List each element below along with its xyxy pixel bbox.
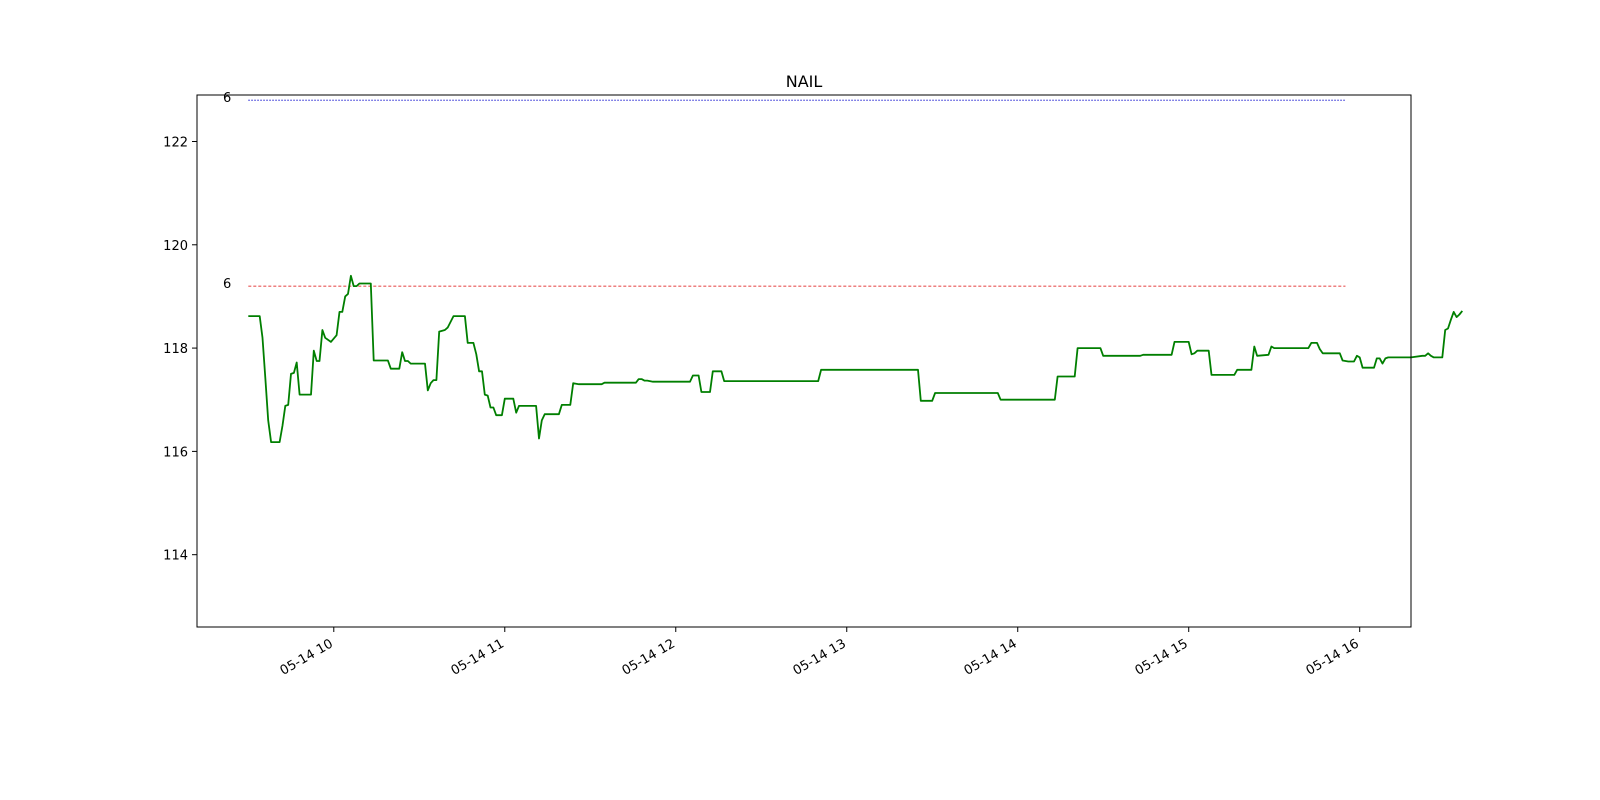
y-tick-label: 116 — [163, 445, 188, 460]
y-tick-label: 122 — [163, 135, 188, 150]
reference-line-label: 6 — [223, 277, 231, 292]
y-tick-label: 120 — [163, 239, 188, 254]
chart-title: NAIL — [786, 72, 823, 91]
reference-line-label: 6 — [223, 91, 231, 106]
plot-area — [196, 94, 1412, 628]
price-line — [248, 274, 1464, 444]
y-tick-label: 114 — [163, 549, 188, 564]
y-tick-label: 118 — [163, 342, 188, 357]
